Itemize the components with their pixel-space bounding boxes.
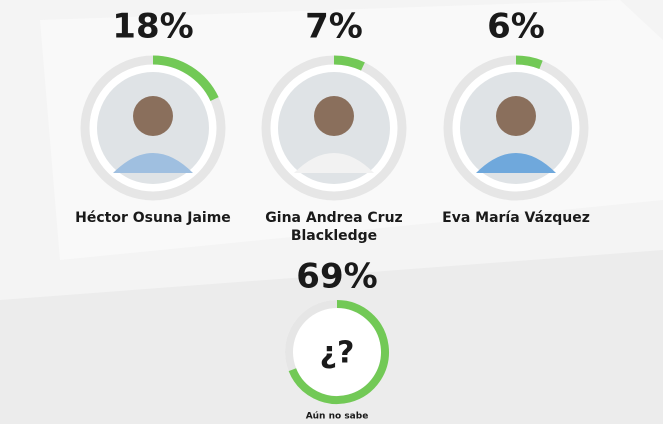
photo-head [314,96,354,136]
center-label: ¿? [320,336,355,371]
category-label: Héctor Osuna Jaime [75,210,231,226]
value-label: 18% [112,7,193,47]
photo [460,72,572,184]
chart: 18%Héctor Osuna Jaime7%Gina Andrea CruzB… [0,0,663,424]
photo [278,72,390,184]
value-label: 69% [296,257,377,297]
category-label: Aún no sabe [306,412,369,422]
ring-arc [516,60,541,65]
value-label: 7% [305,7,363,47]
category-label: Eva María Vázquez [442,210,590,226]
photo [97,72,209,184]
photo-head [133,96,173,136]
value-label: 6% [487,7,545,47]
photo-head [496,96,536,136]
